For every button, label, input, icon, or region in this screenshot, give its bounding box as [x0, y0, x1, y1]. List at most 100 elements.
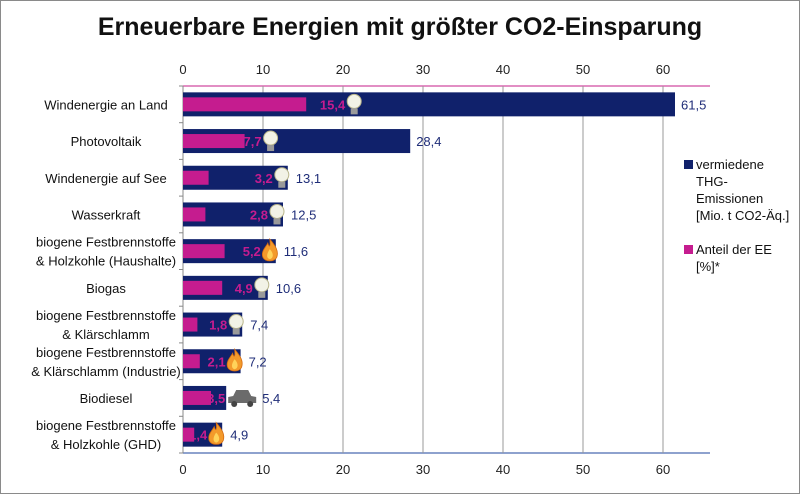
- bulb-base: [278, 181, 286, 188]
- flame-core: [231, 359, 238, 370]
- emissions-value-label: 11,6: [284, 244, 308, 259]
- bulb-glass: [254, 277, 270, 293]
- bulb-glass: [263, 130, 279, 146]
- category-label: biogene Festbrennstoffe & Holzkohle (GHD): [36, 418, 176, 452]
- bulb-base: [232, 328, 240, 335]
- top-tick-label: 10: [256, 62, 270, 77]
- share-bar: [183, 317, 198, 332]
- category-row: Biodiesel 3,5 5,4: [80, 385, 280, 410]
- top-tick-label: 0: [179, 62, 186, 77]
- emissions-value-label: 7,4: [250, 318, 268, 333]
- legend-line: [%]*: [696, 259, 720, 274]
- legend-item-emissions: vermiedene THG-Emissionen [Mio. t CO2-Äq…: [684, 156, 794, 224]
- top-tick-label: 40: [496, 62, 510, 77]
- car-icon: [228, 389, 257, 407]
- emissions-value-label: 12,5: [291, 207, 316, 222]
- bulb-glass: [274, 167, 290, 183]
- category-label-line: & Klärschlamm: [62, 327, 149, 342]
- bulb-glass: [346, 93, 362, 109]
- fire-icon: [226, 348, 243, 372]
- share-value-label: 1,4: [189, 428, 208, 443]
- car-body: [228, 389, 257, 403]
- share-bar: [183, 244, 225, 259]
- share-bar: [183, 427, 195, 442]
- share-value-label: 3,5: [207, 391, 225, 406]
- category-label-line: biogene Festbrennstoffe: [36, 418, 176, 433]
- emissions-value-label: 4,9: [230, 428, 248, 443]
- emissions-value-label: 7,2: [249, 354, 267, 369]
- category-label-line: biogene Festbrennstoffe: [36, 345, 176, 360]
- bulb-icon: [254, 277, 270, 298]
- share-value-label: 1,8: [209, 318, 227, 333]
- category-label: biogene Festbrennstoffe & Holzkohle (Haus…: [36, 235, 176, 269]
- bulb-icon: [269, 203, 285, 225]
- category-row: Photovoltaik 7,7 28,4: [71, 129, 442, 154]
- category-label: Windenergie an Land: [44, 97, 168, 112]
- bulb-base: [350, 108, 358, 115]
- category-label-line: Biodiesel: [80, 391, 133, 406]
- category-row: biogene Festbrennstoffe & Klärschlamm 1,8 7…: [36, 308, 268, 342]
- legend-line: THG-Emissionen: [696, 174, 764, 206]
- top-tick-label: 20: [336, 62, 350, 77]
- category-label-line: & Holzkohle (GHD): [51, 437, 162, 452]
- bulb-base: [273, 218, 281, 225]
- share-value-label: 15,4: [320, 97, 346, 112]
- category-label-line: Biogas: [86, 281, 126, 296]
- category-label-line: biogene Festbrennstoffe: [36, 308, 176, 323]
- category-label: Biogas: [86, 281, 126, 296]
- emissions-value-label: 13,1: [296, 171, 321, 186]
- category-label-line: Wasserkraft: [72, 207, 141, 222]
- category-label: Windenergie auf See: [45, 171, 166, 186]
- bottom-tick-label: 20: [336, 462, 350, 477]
- share-bar: [183, 97, 307, 112]
- bottom-tick-label: 30: [416, 462, 430, 477]
- category-row: biogene Festbrennstoffe & Holzkohle (GHD)…: [36, 418, 248, 452]
- category-label: biogene Festbrennstoffe & Klärschlamm (In…: [31, 345, 181, 379]
- emissions-value-label: 5,4: [262, 391, 280, 406]
- top-tick-label: 50: [576, 62, 590, 77]
- bottom-tick-label: 0: [179, 462, 186, 477]
- category-label: biogene Festbrennstoffe & Klärschlamm: [36, 308, 176, 342]
- legend-swatch-magenta: [684, 245, 693, 254]
- category-row: Windenergie auf See 3,2 13,1: [45, 165, 321, 190]
- legend-line: vermiedene: [696, 157, 764, 172]
- bottom-tick-label: 50: [576, 462, 590, 477]
- bulb-icon: [274, 167, 290, 188]
- share-value-label: 2,8: [250, 207, 268, 222]
- car-wheel: [231, 400, 238, 407]
- emissions-value-label: 61,5: [681, 97, 706, 112]
- share-value-label: 5,2: [243, 244, 261, 259]
- share-bar: [183, 170, 209, 185]
- share-value-label: 4,9: [235, 281, 253, 296]
- category-label: Photovoltaik: [71, 134, 142, 149]
- car-wheel: [247, 400, 254, 407]
- top-tick-label: 60: [656, 62, 670, 77]
- bulb-glass: [228, 314, 244, 330]
- bottom-tick-label: 10: [256, 462, 270, 477]
- legend-label-emissions: vermiedene THG-Emissionen [Mio. t CO2-Äq…: [696, 156, 794, 224]
- legend: vermiedene THG-Emissionen [Mio. t CO2-Äq…: [684, 156, 794, 292]
- bulb-base: [267, 145, 275, 152]
- share-bar: [183, 280, 223, 295]
- share-bar: [183, 134, 245, 149]
- category-row: Wasserkraft 2,8 12,5: [72, 202, 316, 227]
- bulb-icon: [263, 130, 279, 152]
- share-value-label: 3,2: [255, 171, 273, 186]
- flame-core: [213, 432, 220, 443]
- share-bar: [183, 354, 200, 369]
- legend-line: Anteil der EE: [696, 242, 772, 257]
- category-label-line: & Klärschlamm (Industrie): [31, 364, 181, 379]
- bulb-icon: [228, 314, 244, 335]
- bulb-base: [258, 291, 266, 298]
- share-value-label: 2,1: [208, 354, 226, 369]
- category-row: biogene Festbrennstoffe & Klärschlamm (In…: [31, 345, 266, 379]
- emissions-value-label: 28,4: [416, 134, 441, 149]
- legend-label-share: Anteil der EE [%]*: [696, 241, 772, 275]
- bulb-glass: [269, 203, 285, 219]
- category-label-line: Windenergie auf See: [45, 171, 166, 186]
- bulb-icon: [346, 93, 362, 115]
- legend-swatch-navy: [684, 160, 693, 169]
- legend-line: [Mio. t CO2-Äq.]: [696, 208, 790, 223]
- share-value-label: 7,7: [244, 134, 262, 149]
